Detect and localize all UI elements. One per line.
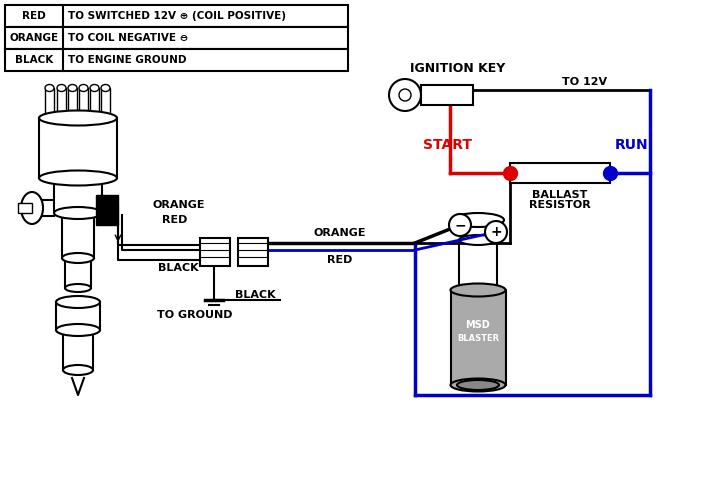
Ellipse shape <box>54 207 102 219</box>
Bar <box>238 238 268 266</box>
Bar <box>451 290 506 385</box>
Text: RED: RED <box>22 11 46 21</box>
Bar <box>101 88 110 118</box>
Circle shape <box>389 79 421 111</box>
Text: TO 12V: TO 12V <box>563 77 608 87</box>
Ellipse shape <box>90 85 99 91</box>
Ellipse shape <box>45 85 54 91</box>
Bar <box>5 49 348 71</box>
Text: RED: RED <box>328 255 352 265</box>
Bar <box>421 85 473 105</box>
Ellipse shape <box>56 296 100 308</box>
Bar <box>5 27 348 49</box>
Ellipse shape <box>79 85 88 91</box>
Ellipse shape <box>21 192 43 224</box>
Ellipse shape <box>451 284 505 297</box>
Ellipse shape <box>39 111 117 126</box>
Bar <box>65 258 91 288</box>
Bar <box>18 203 32 213</box>
Text: ORANGE: ORANGE <box>152 200 205 210</box>
Bar <box>510 163 610 183</box>
Ellipse shape <box>451 379 505 392</box>
Text: ORANGE: ORANGE <box>314 228 366 238</box>
Bar <box>68 88 77 118</box>
Text: MSD: MSD <box>466 320 491 330</box>
Circle shape <box>485 221 507 243</box>
Ellipse shape <box>62 253 94 263</box>
Text: TO ENGINE GROUND: TO ENGINE GROUND <box>68 55 186 65</box>
Ellipse shape <box>101 85 110 91</box>
Text: START: START <box>424 138 472 152</box>
Bar <box>5 5 348 27</box>
Circle shape <box>399 89 411 101</box>
Text: −: − <box>454 218 466 232</box>
Ellipse shape <box>57 85 66 91</box>
Text: BALLAST: BALLAST <box>532 190 587 200</box>
Bar <box>96 195 118 225</box>
Bar <box>45 88 54 118</box>
Bar <box>39 118 117 178</box>
Bar <box>90 88 99 118</box>
Text: TO GROUND: TO GROUND <box>157 310 233 320</box>
Bar <box>54 178 102 213</box>
Text: BLACK: BLACK <box>234 290 275 300</box>
Text: RUN: RUN <box>615 138 649 152</box>
Bar <box>57 88 66 118</box>
Text: ORANGE: ORANGE <box>9 33 58 43</box>
Bar <box>62 213 94 258</box>
Ellipse shape <box>459 285 497 295</box>
Ellipse shape <box>63 365 93 375</box>
Ellipse shape <box>39 170 117 185</box>
Text: RESISTOR: RESISTOR <box>529 200 591 210</box>
Ellipse shape <box>457 380 499 390</box>
Text: BLACK: BLACK <box>15 55 53 65</box>
Bar <box>459 240 497 290</box>
Text: +: + <box>490 225 502 239</box>
Text: RED: RED <box>162 215 187 225</box>
Ellipse shape <box>452 213 504 227</box>
Bar <box>79 88 88 118</box>
Bar <box>452 220 504 250</box>
Bar <box>200 238 230 266</box>
Text: BLASTER: BLASTER <box>457 333 499 342</box>
Text: TO SWITCHED 12V ⊕ (COIL POSITIVE): TO SWITCHED 12V ⊕ (COIL POSITIVE) <box>68 11 286 21</box>
Ellipse shape <box>65 284 91 292</box>
Ellipse shape <box>459 235 497 245</box>
Text: TO COIL NEGATIVE ⊖: TO COIL NEGATIVE ⊖ <box>68 33 189 43</box>
Bar <box>56 302 100 330</box>
Text: BLACK: BLACK <box>158 263 199 273</box>
Text: IGNITION KEY: IGNITION KEY <box>410 61 505 74</box>
Ellipse shape <box>56 324 100 336</box>
Ellipse shape <box>68 85 77 91</box>
Bar <box>63 330 93 370</box>
Circle shape <box>449 214 471 236</box>
